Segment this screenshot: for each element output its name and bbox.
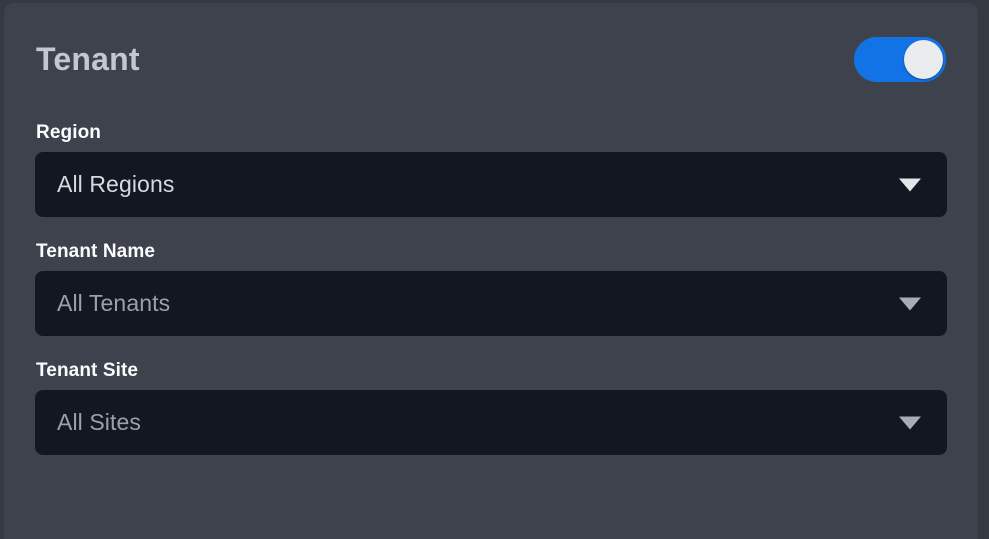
- tenant-name-select[interactable]: All Tenants: [35, 271, 947, 336]
- region-label: Region: [36, 122, 101, 143]
- right-edge-strip: [978, 0, 989, 539]
- panel-header: Tenant: [35, 3, 947, 115]
- tenant-filter-panel: Tenant Region All Regions Tenant Name Al…: [4, 3, 978, 539]
- region-select-value: All Regions: [57, 171, 175, 197]
- field-group-region: Region All Regions: [35, 123, 947, 217]
- caret-down-icon: [899, 416, 921, 429]
- tenant-site-label: Tenant Site: [36, 360, 139, 381]
- tenant-site-select[interactable]: All Sites: [35, 390, 947, 455]
- field-group-tenant-site: Tenant Site All Sites: [35, 361, 947, 455]
- field-group-tenant-name: Tenant Name All Tenants: [35, 242, 947, 336]
- caret-down-icon: [899, 297, 921, 310]
- tenant-enabled-toggle[interactable]: [854, 36, 946, 82]
- tenant-site-select-value: All Sites: [57, 409, 141, 435]
- toggle-knob: [904, 39, 943, 79]
- region-select[interactable]: All Regions: [35, 152, 947, 217]
- tenant-name-label: Tenant Name: [36, 241, 155, 262]
- caret-down-icon: [899, 178, 921, 191]
- page-title: Tenant: [36, 41, 140, 77]
- tenant-name-select-value: All Tenants: [57, 290, 171, 316]
